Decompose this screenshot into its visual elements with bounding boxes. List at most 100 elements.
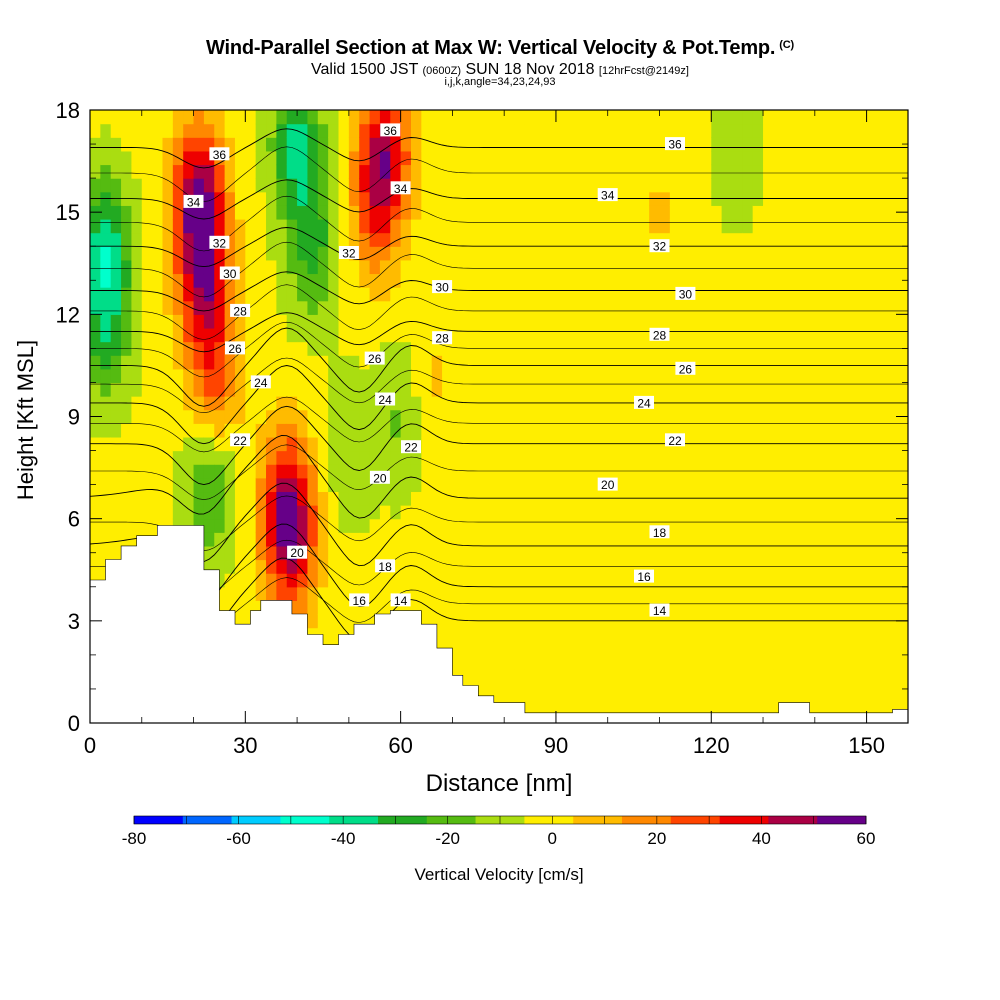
w-cell xyxy=(783,137,795,152)
w-cell xyxy=(607,641,619,656)
w-cell xyxy=(524,137,536,152)
w-cell xyxy=(669,545,681,561)
w-cell xyxy=(742,314,754,329)
w-cell xyxy=(317,505,329,520)
w-cell xyxy=(628,532,640,547)
w-cell xyxy=(234,191,246,206)
w-cell xyxy=(887,150,899,166)
w-cell xyxy=(400,300,412,315)
w-cell xyxy=(690,246,702,261)
w-cell xyxy=(887,273,899,288)
w-cell xyxy=(90,178,101,193)
w-cell xyxy=(555,573,567,588)
w-cell xyxy=(338,232,350,247)
w-cell xyxy=(400,355,412,370)
w-cell xyxy=(224,450,236,465)
w-cell xyxy=(773,682,785,697)
w-cell xyxy=(141,477,153,493)
w-cell xyxy=(379,259,391,275)
w-cell xyxy=(638,110,650,125)
w-cell xyxy=(856,477,868,493)
w-cell xyxy=(752,545,764,561)
w-cell xyxy=(814,150,826,166)
w-cell xyxy=(659,287,671,302)
w-cell xyxy=(545,327,557,343)
w-cell xyxy=(390,491,402,506)
w-cell xyxy=(328,164,340,179)
w-cell xyxy=(338,300,350,315)
w-cell xyxy=(338,600,350,615)
w-cell xyxy=(773,368,785,384)
w-cell xyxy=(255,300,267,315)
w-cell xyxy=(700,545,712,561)
w-cell xyxy=(234,164,246,179)
w-cell xyxy=(193,314,205,329)
w-cell xyxy=(234,491,246,506)
w-cell xyxy=(141,464,153,479)
w-cell xyxy=(638,382,650,397)
w-cell xyxy=(410,464,422,479)
w-cell xyxy=(141,450,153,465)
w-cell xyxy=(638,259,650,275)
w-cell xyxy=(535,110,547,125)
w-cell xyxy=(493,355,505,370)
w-cell xyxy=(121,314,133,329)
w-cell xyxy=(245,123,257,138)
w-cell xyxy=(763,409,774,424)
w-cell xyxy=(814,545,826,561)
w-cell xyxy=(876,505,888,520)
theta-label: 30 xyxy=(675,286,696,301)
w-cell xyxy=(794,423,806,438)
w-cell xyxy=(794,287,806,302)
w-cell xyxy=(804,627,816,642)
w-cell xyxy=(152,464,164,479)
w-cell xyxy=(369,205,381,220)
w-cell xyxy=(866,314,878,329)
w-cell xyxy=(100,314,112,329)
w-cell xyxy=(783,178,795,193)
w-cell xyxy=(587,232,598,247)
w-cell xyxy=(690,450,702,465)
w-cell xyxy=(845,327,857,343)
w-cell xyxy=(742,246,754,261)
w-cell xyxy=(742,232,754,247)
w-cell xyxy=(390,287,402,302)
colorbar-swatch xyxy=(817,816,867,824)
w-cell xyxy=(379,273,391,288)
w-cell xyxy=(193,178,205,193)
w-cell xyxy=(690,314,702,329)
w-cell xyxy=(234,232,246,247)
w-cell xyxy=(659,573,671,588)
w-cell xyxy=(763,450,774,465)
w-cell xyxy=(566,545,578,561)
theta-label-text: 18 xyxy=(653,526,667,540)
w-cell xyxy=(566,110,578,125)
w-cell xyxy=(162,246,174,261)
w-cell xyxy=(369,396,381,411)
w-cell xyxy=(576,287,588,302)
w-cell xyxy=(618,246,630,261)
chart-title-text: Wind-Parallel Section at Max W: Vertical… xyxy=(206,37,776,59)
theta-label: 22 xyxy=(665,433,685,448)
w-cell xyxy=(628,314,640,329)
w-cell xyxy=(587,355,598,370)
w-cell xyxy=(845,123,857,138)
w-cell xyxy=(286,191,298,206)
w-cell xyxy=(317,205,329,220)
w-cell xyxy=(742,423,754,438)
w-cell xyxy=(462,178,474,193)
w-cell xyxy=(442,600,453,615)
w-cell xyxy=(421,436,433,452)
w-cell xyxy=(649,505,661,520)
w-cell xyxy=(680,382,692,397)
w-cell xyxy=(203,110,215,125)
w-cell xyxy=(483,682,495,697)
w-cell xyxy=(566,573,578,588)
w-cell xyxy=(442,518,453,533)
w-cell xyxy=(172,477,184,493)
w-cell xyxy=(597,573,609,588)
w-cell xyxy=(462,164,474,179)
w-cell xyxy=(483,150,495,166)
w-cell xyxy=(825,668,837,683)
w-cell xyxy=(700,314,712,329)
